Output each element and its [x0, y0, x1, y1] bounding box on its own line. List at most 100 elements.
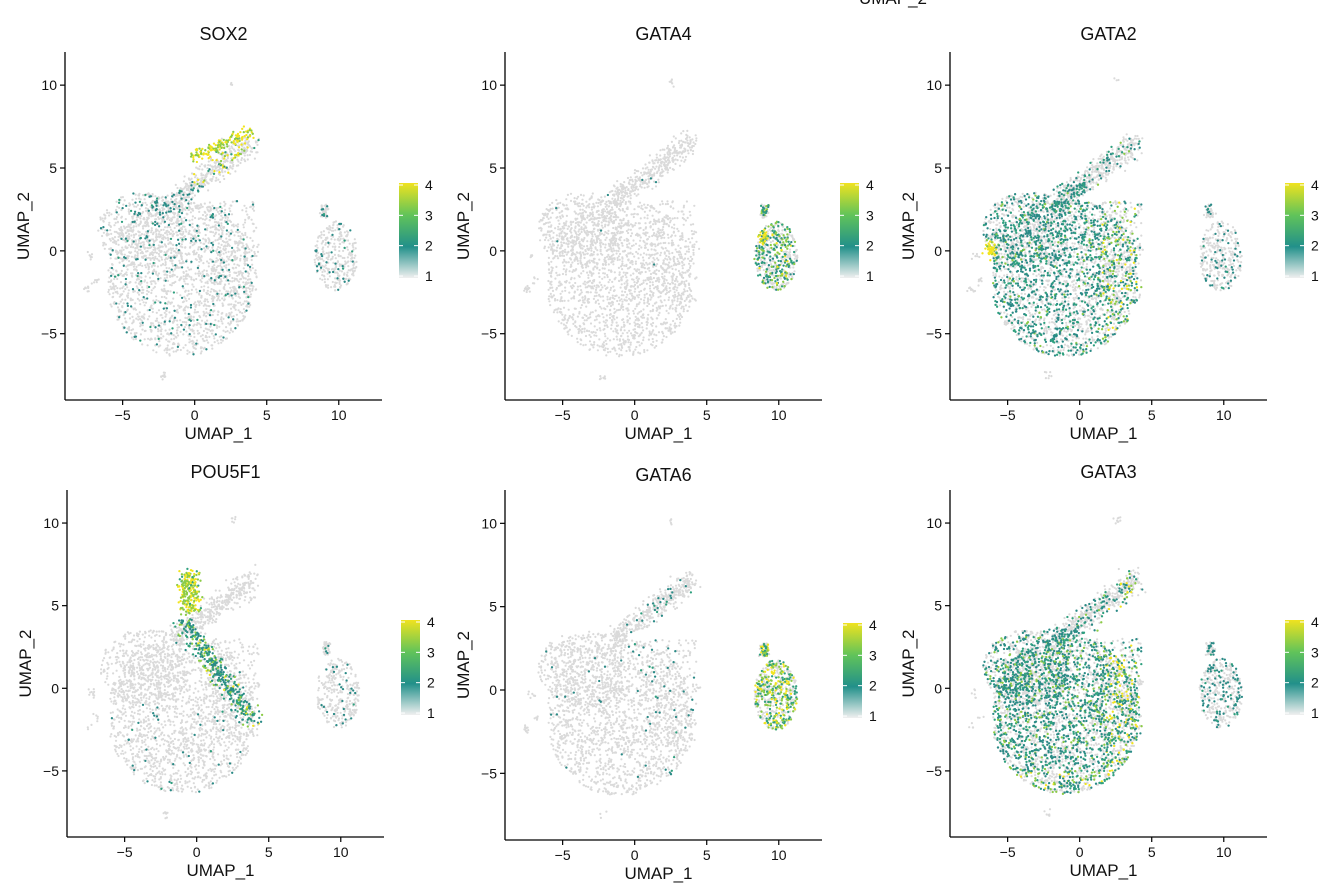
cell-point: [176, 225, 178, 227]
cell-point: [228, 258, 230, 260]
cell-point: [604, 246, 606, 248]
cell-point-expressed: [141, 204, 143, 206]
cell-point: [595, 300, 597, 302]
cell-point: [598, 303, 600, 305]
cell-point: [551, 240, 553, 242]
cell-point: [672, 295, 674, 297]
cell-point: [598, 276, 600, 278]
cell-point: [121, 323, 123, 325]
cell-point-expressed: [237, 154, 239, 156]
cell-point-expressed: [139, 339, 141, 341]
cell-point: [625, 350, 627, 352]
cell-point: [614, 295, 616, 297]
cell-point: [641, 326, 643, 328]
cell-point: [212, 314, 214, 316]
cell-point: [193, 316, 195, 318]
cell-point: [610, 250, 612, 252]
cell-point: [678, 142, 680, 144]
cell-point: [200, 286, 202, 288]
cell-point: [252, 267, 254, 269]
cell-point: [316, 240, 318, 242]
cell-point: [672, 331, 674, 333]
cell-point: [140, 198, 142, 200]
cell-point: [176, 309, 178, 311]
cell-point: [149, 277, 151, 279]
cell-point: [197, 248, 199, 250]
cell-point: [652, 341, 654, 343]
cell-point: [627, 220, 629, 222]
cell-point-expressed: [224, 155, 226, 157]
cell-point-expressed: [116, 211, 118, 213]
cell-point-expressed: [133, 213, 135, 215]
cell-point: [225, 326, 227, 328]
cell-point: [218, 326, 220, 328]
cell-point: [184, 312, 186, 314]
cell-point: [231, 277, 233, 279]
cell-point: [171, 284, 173, 286]
cell-point: [580, 272, 582, 274]
cell-point-expressed: [157, 278, 159, 280]
cell-point: [143, 313, 145, 315]
cell-point: [255, 272, 257, 274]
cell-point: [635, 263, 637, 265]
cell-point-expressed: [111, 267, 113, 269]
cell-point: [217, 246, 219, 248]
cell-point: [595, 202, 597, 204]
cell-point-expressed: [134, 201, 136, 203]
cell-point: [564, 290, 566, 292]
cell-point: [163, 270, 165, 272]
cell-point: [218, 295, 220, 297]
cell-point: [559, 233, 561, 235]
cell-point: [548, 218, 550, 220]
cell-point: [135, 206, 137, 208]
cell-point-expressed: [123, 327, 125, 329]
cell-point: [621, 301, 623, 303]
cell-point: [220, 278, 222, 280]
cell-point: [638, 248, 640, 250]
cell-point: [579, 293, 581, 295]
cell-point: [173, 334, 175, 336]
cell-point: [654, 272, 656, 274]
cell-point: [166, 218, 168, 220]
cell-point-expressed: [215, 333, 217, 335]
cell-point: [640, 246, 642, 248]
cell-point: [601, 278, 603, 280]
cell-point: [139, 208, 141, 210]
cell-point-expressed: [197, 189, 199, 191]
cell-point: [110, 303, 112, 305]
cell-point: [570, 224, 572, 226]
cell-point-expressed: [185, 219, 187, 221]
cell-point: [233, 234, 235, 236]
cell-point: [652, 322, 654, 324]
cell-point: [207, 182, 209, 184]
cell-point: [606, 208, 608, 210]
cell-point: [149, 339, 151, 341]
cell-point-expressed: [190, 155, 192, 157]
cell-point: [621, 290, 623, 292]
cell-point: [227, 304, 229, 306]
cell-point: [130, 224, 132, 226]
cell-point: [242, 234, 244, 236]
cell-point: [231, 316, 233, 318]
cell-point: [194, 176, 196, 178]
cell-point: [232, 201, 234, 203]
cell-point: [328, 252, 330, 254]
cell-point: [146, 282, 148, 284]
cell-point: [160, 314, 162, 316]
cell-point: [195, 167, 197, 169]
cell-point: [157, 205, 159, 207]
cell-point: [196, 291, 198, 293]
cell-point: [142, 252, 144, 254]
cell-point: [605, 340, 607, 342]
cell-point: [676, 304, 678, 306]
cell-point-expressed: [343, 239, 345, 241]
cell-point: [132, 226, 134, 228]
cell-point: [141, 343, 143, 345]
cell-point: [334, 282, 336, 284]
cell-point: [675, 137, 677, 139]
cell-point: [323, 275, 325, 277]
cell-point: [581, 203, 583, 205]
cell-point: [607, 254, 609, 256]
cell-point-expressed: [227, 223, 229, 225]
cell-point-expressed: [231, 294, 233, 296]
